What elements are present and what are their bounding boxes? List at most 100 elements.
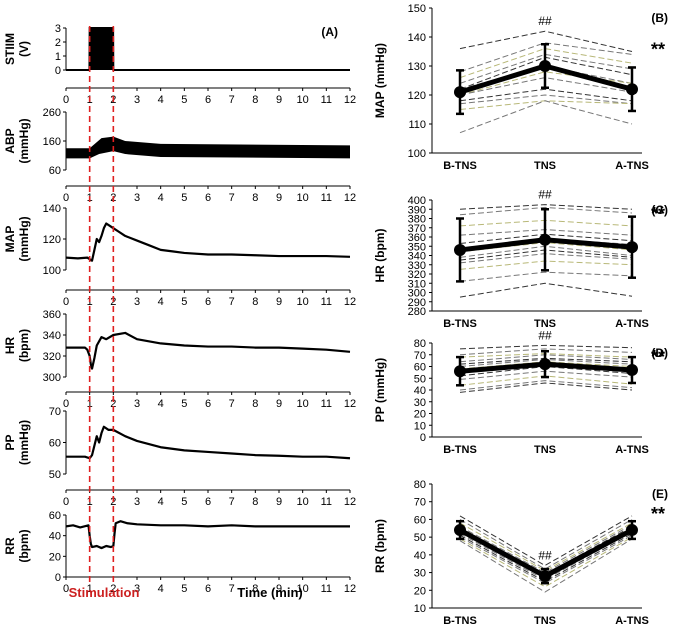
mean-marker: [454, 524, 466, 537]
x-tick-label: 12: [344, 296, 356, 308]
x-tick-label: 10: [297, 94, 309, 106]
x-tick-label: 9: [276, 296, 282, 308]
x-tick-label: 8: [252, 496, 258, 508]
y-tick-label: 30: [414, 397, 426, 409]
y-tick-label: 340: [408, 251, 426, 263]
x-tick-label: 12: [344, 496, 356, 508]
x-tick-label: 8: [252, 94, 258, 106]
x-tick-label: 5: [181, 192, 187, 204]
x-tick-label: 10: [297, 398, 309, 410]
y-tick-label: 320: [408, 269, 426, 281]
x-tick-label: 8: [252, 296, 258, 308]
y-tick-label: 100: [408, 148, 426, 160]
y-tick-label: 340: [43, 330, 61, 342]
y-tick-label: 0: [55, 572, 61, 584]
y-axis-title: PP (mmHg): [373, 358, 387, 422]
individual-subject-line: [459, 48, 633, 79]
x-tick-label: 9: [276, 192, 282, 204]
x-tick-label: 12: [344, 94, 356, 106]
x-tick-label: 6: [205, 583, 211, 595]
x-tick-label: 8: [252, 398, 258, 410]
x-tick-label: 9: [276, 496, 282, 508]
significance-right: **: [651, 204, 665, 224]
x-category-label: A-TNS: [615, 318, 649, 330]
abp-signal-band: [66, 136, 350, 159]
x-tick-label: 0: [63, 192, 69, 204]
x-tick-label: 7: [229, 94, 235, 106]
y-tick-label: 310: [408, 278, 426, 290]
x-tick-label: 10: [297, 583, 309, 595]
y-tick-label: 40: [49, 531, 61, 543]
mean-marker: [539, 570, 551, 583]
y-axis-title: HR: [3, 337, 17, 355]
y-tick-label: 300: [43, 372, 61, 384]
mean-marker: [539, 358, 551, 371]
individual-subject-line: [459, 533, 633, 582]
x-tick-label: 8: [252, 583, 258, 595]
individual-subject-line: [459, 538, 633, 593]
y-tick-label: 160: [43, 136, 61, 148]
individual-subject-line: [459, 100, 633, 110]
y-tick-label: 150: [408, 3, 426, 15]
y-tick-label: 40: [414, 550, 426, 562]
x-tick-label: 9: [276, 398, 282, 410]
x-tick-label: 11: [321, 583, 332, 595]
x-tick-label: 6: [205, 398, 211, 410]
individual-subject-line: [459, 522, 633, 572]
x-tick-label: 10: [297, 192, 309, 204]
y-tick-label: 360: [408, 232, 426, 244]
x-tick-label: 6: [205, 296, 211, 308]
significance-mid: ##: [538, 548, 552, 562]
rr-trace: [65, 520, 350, 550]
x-category-label: A-TNS: [615, 615, 649, 627]
x-tick-label: 10: [297, 296, 309, 308]
stimulation-label: Stimulation: [69, 585, 140, 600]
individual-subject-line: [459, 534, 633, 584]
y-tick-label: 80: [414, 479, 426, 491]
y-tick-label: 130: [408, 61, 426, 73]
y-tick-label: 360: [43, 309, 61, 321]
panel-label: (B): [651, 11, 668, 25]
x-tick-label: 11: [321, 296, 332, 308]
individual-subject-line: [459, 42, 633, 73]
individual-subject-line: [459, 204, 633, 210]
x-category-label: B-TNS: [443, 318, 477, 330]
y-axis-unit: (mmHg): [17, 420, 31, 465]
x-tick-label: 4: [158, 496, 164, 508]
x-tick-label: 11: [321, 398, 332, 410]
panel-label: (E): [652, 487, 668, 501]
x-tick-label: 1: [87, 583, 93, 595]
x-tick-label: 4: [158, 296, 164, 308]
x-category-label: B-TNS: [443, 444, 477, 456]
y-axis-title: STIIM: [3, 33, 17, 65]
x-tick-label: 0: [63, 398, 69, 410]
y-tick-label: 70: [414, 350, 426, 362]
x-category-label: TNS: [534, 615, 556, 627]
individual-subject-line: [459, 524, 633, 574]
y-tick-label: 110: [408, 119, 426, 131]
y-tick-label: 60: [414, 362, 426, 374]
x-tick-label: 12: [344, 398, 356, 410]
y-axis-title: RR: [3, 537, 17, 555]
mean-marker: [626, 524, 638, 537]
y-tick-label: 20: [414, 409, 426, 421]
y-axis-unit: (bpm): [17, 329, 31, 362]
x-tick-label: 5: [181, 94, 187, 106]
individual-subject-line: [459, 94, 633, 105]
y-tick-label: 10: [414, 420, 426, 432]
panel-a-time-series: 0123STIIM(V)012345678910111260160260ABP(…: [3, 23, 356, 595]
x-tick-label: 6: [205, 94, 211, 106]
y-tick-label: 10: [414, 603, 426, 615]
y-tick-label: 320: [43, 351, 61, 363]
individual-subject-line: [459, 206, 633, 216]
y-tick-label: 350: [408, 241, 426, 253]
x-tick-label: 3: [134, 94, 140, 106]
y-tick-label: 330: [408, 260, 426, 272]
individual-subject-line: [459, 518, 633, 570]
x-tick-label: 5: [181, 296, 187, 308]
